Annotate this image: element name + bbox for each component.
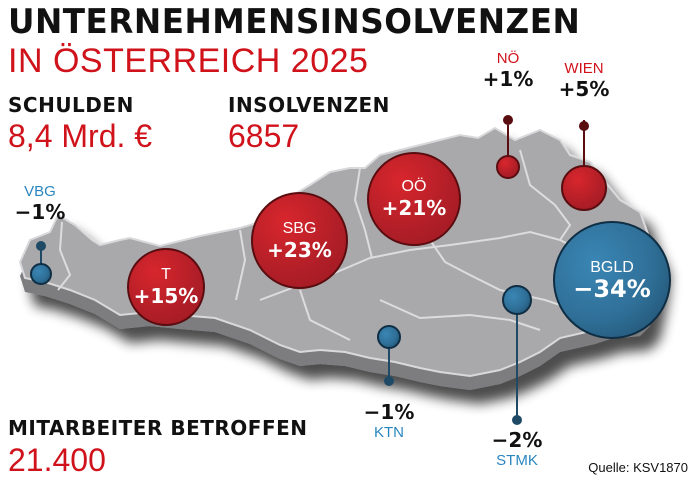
region-bubble-sbg[interactable]: SBG +23% xyxy=(251,192,348,289)
region-marker-noe[interactable] xyxy=(496,155,520,179)
region-change: −34% xyxy=(573,275,651,303)
debts-value: 8,4 Mrd. € xyxy=(8,118,153,154)
region-change: +15% xyxy=(133,284,199,308)
debts-label: SCHULDEN xyxy=(8,93,134,117)
region-marker-ktn[interactable] xyxy=(377,325,401,349)
region-label: WIEN xyxy=(564,60,604,77)
region-label: KTN xyxy=(374,424,404,441)
region-label: STMK xyxy=(496,452,538,469)
insolvencies-label: INSOLVENZEN xyxy=(228,93,390,117)
region-bubble-ooe[interactable]: OÖ +21% xyxy=(367,152,461,246)
region-bubble-bgld[interactable]: BGLD −34% xyxy=(553,221,671,339)
region-label: OÖ xyxy=(401,178,427,195)
region-marker-wien[interactable] xyxy=(561,165,607,211)
region-change: +23% xyxy=(267,237,332,262)
region-label: VBG xyxy=(24,183,56,200)
region-label-stmk: −2% STMK xyxy=(482,428,552,469)
insolvencies-value: 6857 xyxy=(228,118,300,154)
employees-label: MITARBEITER BETROFFEN xyxy=(8,416,308,440)
region-marker-vbg[interactable] xyxy=(30,263,52,285)
region-label: NÖ xyxy=(496,50,520,67)
region-change: +5% xyxy=(558,77,610,101)
region-label-wien: WIEN +5% xyxy=(549,60,619,101)
region-change: +21% xyxy=(381,196,447,220)
region-label-ktn: −1% KTN xyxy=(359,400,419,441)
region-label: SBG xyxy=(282,219,317,237)
region-bubble-t[interactable]: T +15% xyxy=(127,248,205,326)
region-change: −1% xyxy=(14,200,66,224)
page-title: UNTERNEHMENSINSOLVENZEN xyxy=(8,2,581,42)
employees-value: 21.400 xyxy=(8,442,106,478)
region-label-noe: NÖ +1% xyxy=(478,50,538,91)
region-marker-stmk[interactable] xyxy=(502,285,532,315)
region-label-vbg: VBG −1% xyxy=(10,183,70,224)
region-change: −1% xyxy=(363,400,415,424)
source-note: Quelle: KSV1870 xyxy=(588,460,688,475)
region-change: +1% xyxy=(482,67,534,91)
page-subtitle: IN ÖSTERREICH 2025 xyxy=(8,42,369,80)
region-label: T xyxy=(161,266,171,283)
region-label: BGLD xyxy=(590,259,634,276)
region-change: −2% xyxy=(491,428,543,452)
